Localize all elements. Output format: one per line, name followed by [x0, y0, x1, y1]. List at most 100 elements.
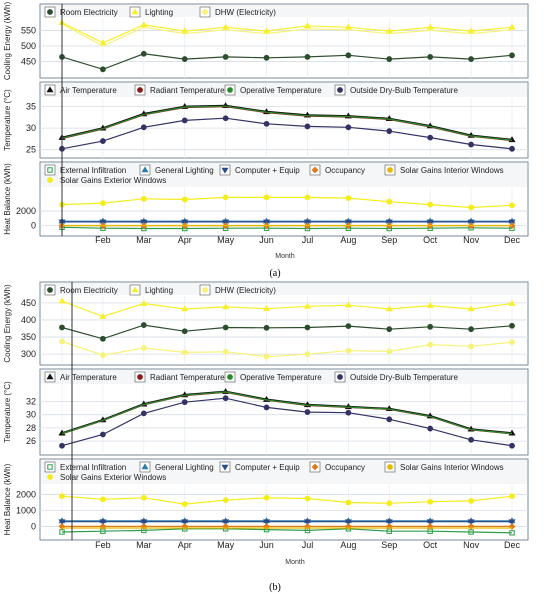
legend-marker	[141, 463, 149, 470]
x-tick-label: Feb	[95, 235, 111, 245]
panel-frame	[39, 281, 529, 366]
data-point	[345, 52, 352, 59]
y-tick-label: 350	[21, 332, 36, 342]
data-point	[263, 519, 271, 526]
y-tick-label: 500	[21, 41, 36, 51]
y-tick-label: 32	[26, 397, 36, 407]
data-point	[58, 519, 66, 526]
data-point	[345, 124, 352, 131]
chart-a-heatbalance: 0 2000 Heat Balance (kWh) External Infiltra…	[3, 161, 529, 237]
legend-marker	[47, 177, 53, 183]
series-line	[61, 22, 513, 44]
legend-marker	[311, 166, 319, 174]
data-point	[509, 493, 515, 500]
data-point	[181, 519, 189, 526]
data-point	[304, 53, 311, 60]
series-line	[61, 23, 513, 47]
series-line	[61, 528, 513, 534]
data-point	[181, 501, 188, 508]
data-point	[427, 341, 434, 348]
legend-label: Solar Gains Interior Windows	[400, 463, 504, 472]
data-point	[181, 56, 188, 62]
legend-band	[41, 460, 527, 484]
data-point	[508, 299, 516, 306]
legend-label: Radiant Temperature	[150, 373, 225, 382]
legend-band	[41, 83, 527, 97]
data-point	[508, 523, 516, 530]
legend-marker	[137, 374, 143, 380]
legend-marker	[47, 167, 53, 173]
y-tick-label: 1000	[16, 506, 36, 516]
data-point	[345, 195, 352, 201]
legend-marker	[131, 286, 139, 293]
x-tick-label: Mar	[136, 235, 152, 245]
data-point	[344, 519, 352, 526]
legend-marker-box	[44, 461, 56, 473]
data-point	[304, 194, 311, 201]
data-point	[222, 115, 229, 122]
data-point	[386, 500, 393, 507]
data-point	[386, 198, 393, 205]
y-tick-label: 2000	[16, 490, 36, 500]
data-point	[468, 498, 474, 504]
data-point	[508, 23, 516, 30]
legend-marker	[337, 374, 343, 380]
data-point	[222, 303, 230, 310]
legend-marker	[47, 287, 53, 293]
x-axis-label-a: Month	[275, 253, 295, 260]
legend-marker	[227, 374, 233, 380]
data-point	[508, 519, 516, 526]
data-point	[345, 499, 352, 506]
data-point	[100, 352, 106, 359]
legend-label: Operative Temperature	[240, 373, 322, 382]
legend-marker	[202, 9, 208, 15]
legend-marker	[131, 8, 139, 15]
y-tick-label: 400	[21, 315, 36, 325]
data-point	[303, 302, 311, 309]
data-point	[427, 425, 434, 432]
legend-label: DHW (Electricity)	[215, 286, 276, 295]
series-line	[61, 495, 513, 505]
y-tick-label: 0	[31, 221, 36, 231]
data-point	[386, 56, 393, 62]
x-tick-label: May	[217, 540, 235, 550]
legend-marker	[47, 464, 53, 470]
data-point	[140, 345, 147, 351]
y-tick-label: 28	[26, 423, 36, 433]
legend-marker	[337, 87, 343, 93]
x-tick-label: Jul	[302, 540, 314, 550]
data-point	[181, 328, 188, 335]
chart-b-heatbalance: 0 1000 2000 Heat Balance (kWh) External Infi…	[3, 458, 529, 541]
legend-band	[41, 163, 527, 187]
data-point	[467, 523, 475, 530]
data-point	[140, 50, 147, 57]
y-tick-label: 300	[21, 349, 36, 359]
data-point	[304, 495, 311, 502]
caption-a: (a)	[269, 268, 280, 279]
y-axis-label: Cooling Energy (kWh)	[3, 284, 12, 363]
series-line	[61, 340, 513, 358]
data-point	[386, 416, 393, 423]
data-point	[140, 494, 147, 501]
data-point	[222, 348, 229, 355]
data-point	[303, 22, 311, 29]
series-line	[61, 300, 513, 318]
data-point	[222, 194, 229, 201]
data-point	[427, 53, 434, 60]
series-line	[61, 105, 513, 141]
legend-label: General Lighting	[155, 166, 214, 175]
legend-label: Room Electricity	[60, 286, 118, 295]
legend-label: Solar Gains Interior Windows	[400, 166, 504, 175]
legend-marker	[46, 373, 54, 380]
data-point	[100, 138, 106, 144]
legend-marker	[221, 464, 229, 471]
data-point	[58, 297, 66, 304]
data-point	[468, 56, 474, 62]
series-line	[61, 324, 513, 340]
data-point	[222, 519, 230, 526]
data-point	[385, 523, 393, 530]
data-point	[100, 200, 106, 207]
x-tick-label: Dec	[504, 235, 521, 245]
data-point	[263, 54, 270, 61]
x-tick-label: Feb	[95, 540, 111, 550]
